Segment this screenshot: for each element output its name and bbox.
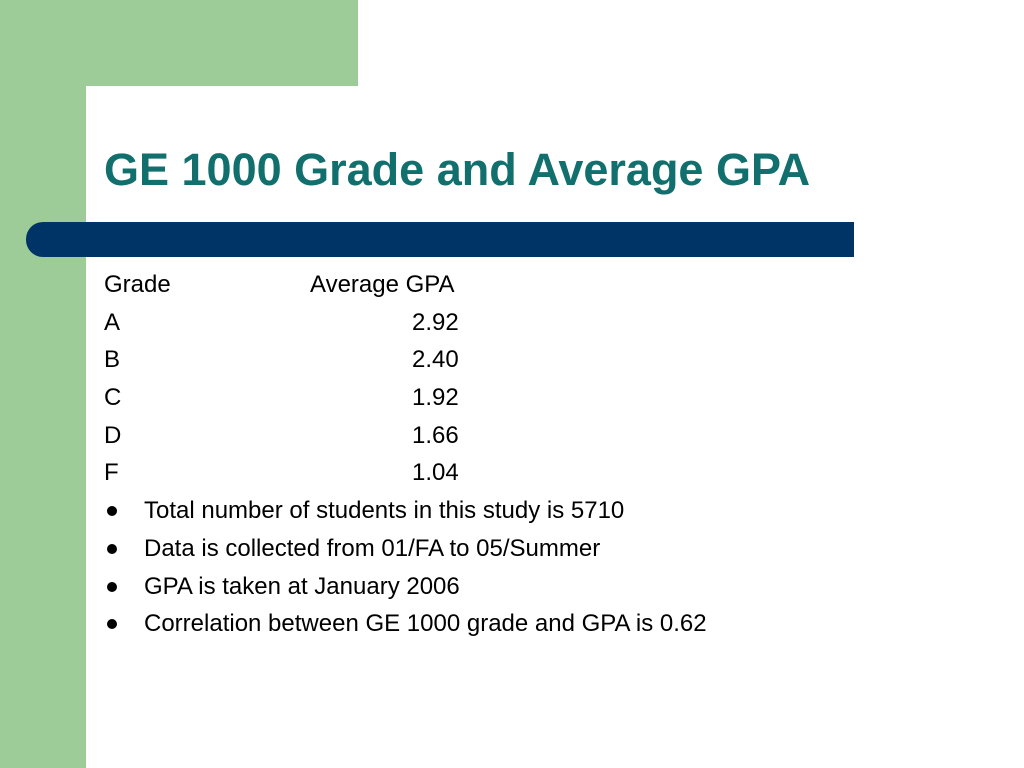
green-band-top	[0, 0, 358, 86]
bullet-text: GPA is taken at January 2006	[144, 572, 460, 600]
content-panel	[86, 86, 1024, 768]
gpa-cell: 1.92	[412, 384, 459, 412]
gpa-cell: 2.40	[412, 346, 459, 374]
green-band-vertical	[0, 0, 86, 768]
grade-cell: A	[104, 308, 121, 336]
grade-cell: D	[104, 421, 122, 449]
gpa-cell: 2.92	[412, 308, 459, 336]
slide-title: GE 1000 Grade and Average GPA	[104, 144, 811, 195]
bullet-dot-icon	[107, 506, 117, 517]
slide-body: Grade Average GPA A 2.92 B 2.40 C 1.92 D…	[104, 266, 984, 643]
bullet-text: Correlation between GE 1000 grade and GP…	[144, 610, 707, 638]
bullet-dot-icon	[107, 581, 117, 592]
bullet-text: Data is collected from 01/FA to 05/Summe…	[144, 534, 601, 562]
header-average-gpa: Average GPA	[310, 271, 455, 298]
grade-cell: B	[104, 346, 121, 374]
title-underline-bar	[26, 222, 854, 257]
bullet-text: Total number of students in this study i…	[144, 497, 625, 525]
grade-cell: C	[104, 384, 122, 412]
bullet-item: Correlation between GE 1000 grade and GP…	[104, 605, 984, 643]
bullet-dot-icon	[107, 543, 117, 554]
table-row: C 1.92	[104, 379, 984, 417]
bullet-item: Total number of students in this study i…	[104, 492, 984, 530]
bullet-item: GPA is taken at January 2006	[104, 568, 984, 606]
bullet-item: Data is collected from 01/FA to 05/Summe…	[104, 530, 984, 568]
header-grade: Grade	[104, 271, 171, 298]
gpa-cell: 1.04	[412, 459, 459, 487]
table-header-row: Grade Average GPA	[104, 266, 984, 304]
grade-cell: F	[104, 459, 119, 487]
table-row: A 2.92	[104, 304, 984, 342]
table-row: D 1.66	[104, 417, 984, 455]
table-row: B 2.40	[104, 341, 984, 379]
bullet-dot-icon	[107, 619, 117, 630]
gpa-cell: 1.66	[412, 421, 459, 449]
table-row: F 1.04	[104, 454, 984, 492]
